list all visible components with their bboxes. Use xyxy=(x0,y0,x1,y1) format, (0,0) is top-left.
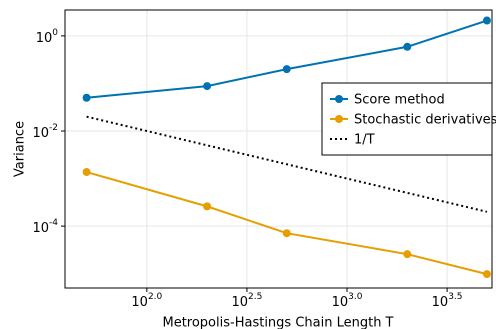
data-point xyxy=(403,250,412,259)
data-point xyxy=(282,229,291,238)
x-axis-label: Metropolis-Hastings Chain Length T xyxy=(162,316,393,329)
y-tick-label: 10-4 xyxy=(32,218,58,236)
data-point xyxy=(482,270,491,279)
legend-marker xyxy=(335,115,343,123)
data-point xyxy=(203,82,212,91)
legend-label: Stochastic derivatives xyxy=(354,113,496,128)
legend-marker xyxy=(335,95,343,103)
legend-label: 1/T xyxy=(354,133,375,148)
x-tick-label: 103.0 xyxy=(332,292,363,310)
x-tick-label: 103.5 xyxy=(432,292,463,310)
data-point xyxy=(482,16,491,25)
data-point xyxy=(82,168,91,177)
data-point xyxy=(403,42,412,51)
legend-label: Score method xyxy=(354,93,445,108)
x-tick-label: 102.5 xyxy=(232,292,263,310)
legend-box xyxy=(321,82,493,156)
series-line xyxy=(86,115,488,213)
y-axis-label: Variance xyxy=(13,121,28,177)
data-point xyxy=(82,93,91,102)
y-tick-label: 100 xyxy=(36,27,59,45)
y-tick-label: 10-2 xyxy=(32,122,58,140)
x-tick-label: 102.0 xyxy=(131,292,162,310)
data-point xyxy=(203,202,212,211)
data-point xyxy=(282,65,291,74)
